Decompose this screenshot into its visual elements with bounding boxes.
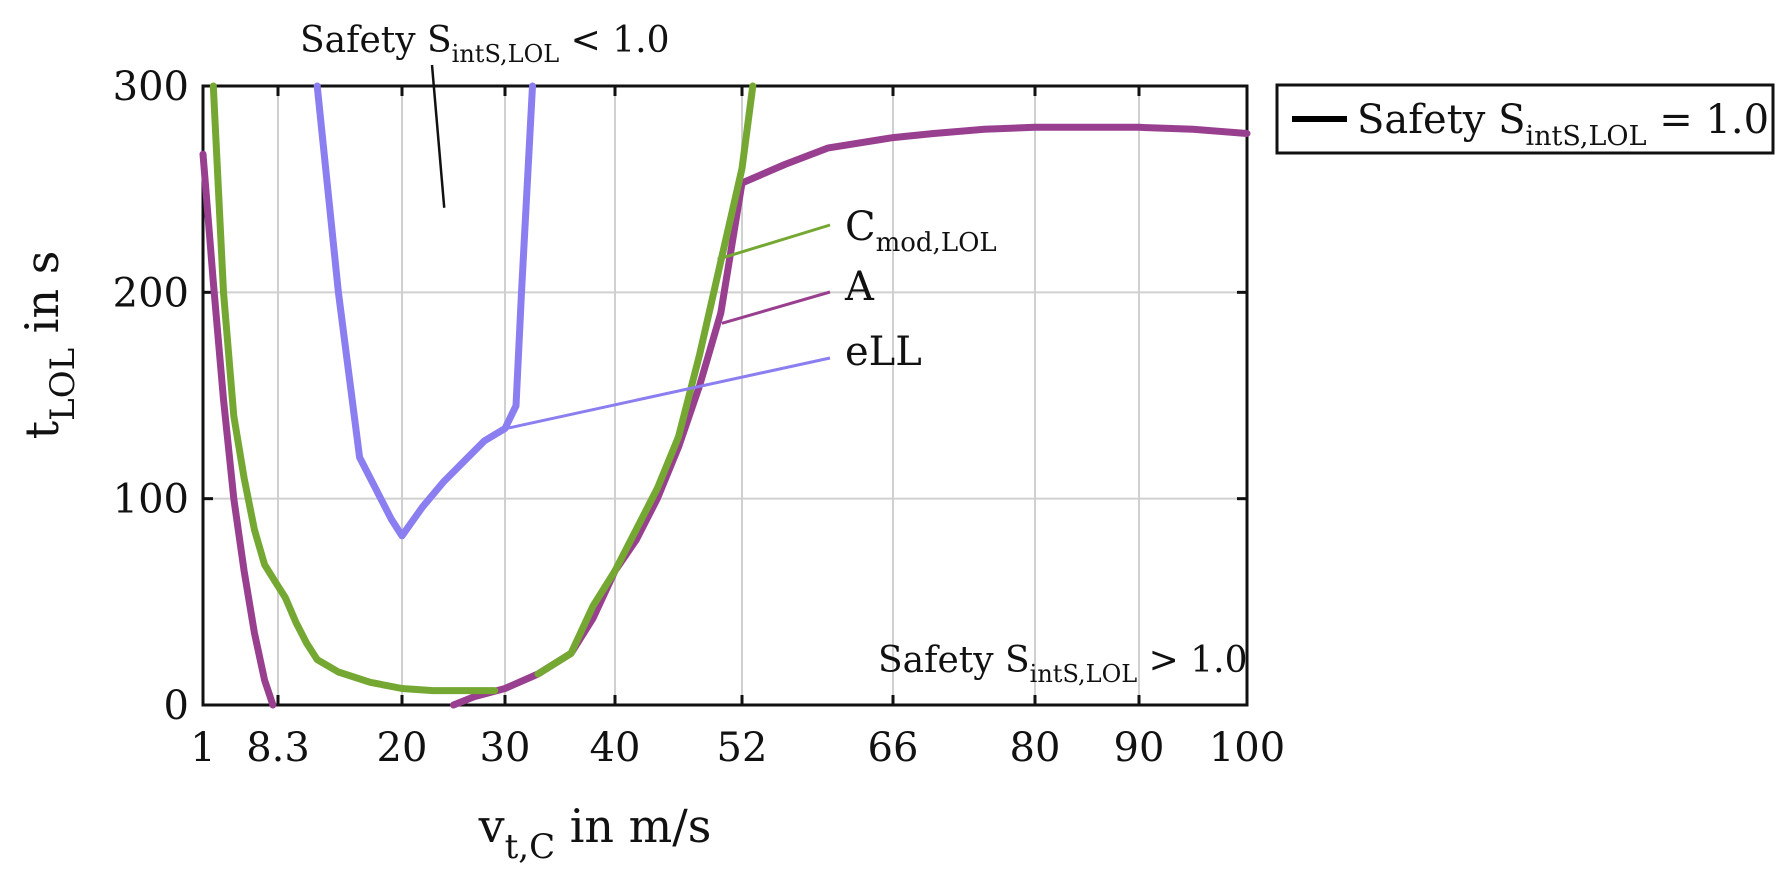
series-label-a: A (844, 264, 875, 310)
series-label-ell: eLL (845, 329, 922, 375)
x-tick-label: 80 (1010, 725, 1061, 771)
leader-layer (505, 223, 831, 430)
labels-layer: A Cmod,LOL eLL (844, 204, 997, 375)
legend-entry: Safety SintS,LOL = 1.0 (1357, 97, 1769, 152)
y-tick-label: 300 (113, 64, 189, 110)
series-layer (199, 82, 1251, 709)
series-label-c-mod-lol: Cmod,LOL (845, 204, 997, 258)
x-tick-label: 30 (480, 725, 531, 771)
leader-line-c-mod-lol (717, 223, 831, 261)
y-tick-label: 200 (113, 270, 189, 316)
annotation-safety-below: Safety SintS,LOL < 1.0 (300, 20, 670, 68)
legend-box (1275, 83, 1775, 155)
x-tick-label: 52 (717, 725, 768, 771)
x-axis-title: vt,C in m/s (478, 799, 712, 867)
series-line-a (199, 150, 277, 709)
leader-line-ell (505, 356, 831, 430)
x-tick-label: 90 (1114, 725, 1165, 771)
series-line-ell (313, 82, 536, 540)
x-tick-label: 20 (377, 725, 428, 771)
x-tick-label: 100 (1209, 725, 1285, 771)
ticks-layer: 1 8.3 20 30 40 52 66 80 90 100 0 100 200 300 (113, 64, 1286, 771)
y-tick-label: 0 (164, 683, 189, 729)
x-tick-label: 40 (590, 725, 641, 771)
annotation-pointer (430, 64, 446, 208)
leader-line-a (721, 290, 831, 325)
y-axis-title: tLOL in s (15, 251, 83, 440)
legend: Safety SintS,LOL = 1.0 (1275, 83, 1775, 155)
x-tick-label: 1 (190, 725, 215, 771)
x-tick-label: 66 (868, 725, 919, 771)
series-line-c-mod-lol (534, 82, 757, 678)
annotation-safety-above: Safety SintS,LOL > 1.0 (878, 640, 1248, 688)
plot-frame (201, 84, 1249, 707)
series-line-c-mod-lol (209, 82, 499, 695)
x-tick-label: 8.3 (246, 725, 310, 771)
grid-layer (203, 86, 1247, 705)
y-tick-label: 100 (113, 477, 189, 523)
